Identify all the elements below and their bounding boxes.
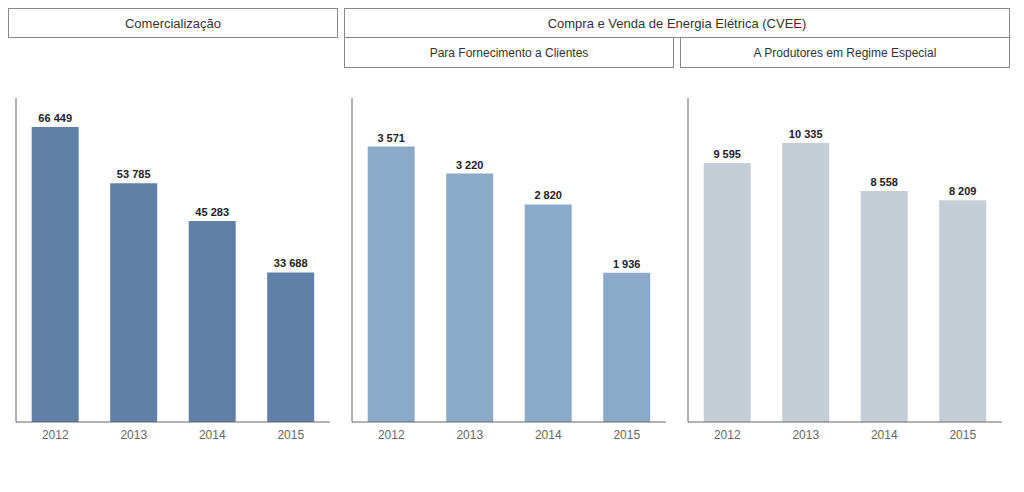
html-text:Compra e Venda de Energia Elét: Compra e Venda de Energia Elétrica (CVEE… [547, 15, 807, 31]
svg-text:2015: 2015 [949, 428, 976, 442]
html-text:Comercialização: Comercialização [125, 15, 221, 31]
svg-text:2012: 2012 [42, 428, 69, 442]
svg-text:3 571: 3 571 [377, 132, 405, 144]
svg-text:66 449: 66 449 [38, 112, 72, 124]
svg-text:53 785: 53 785 [117, 168, 151, 180]
svg-text:2012: 2012 [714, 428, 741, 442]
svg-text:2015: 2015 [277, 428, 304, 442]
html-text:Para Fornecimento a Clientes: Para Fornecimento a Clientes [429, 45, 589, 60]
svg-text:9 595: 9 595 [713, 148, 741, 160]
svg-text:8 558: 8 558 [870, 176, 898, 188]
svg-text:8 209: 8 209 [949, 185, 977, 197]
svg-text:2015: 2015 [613, 428, 640, 442]
svg-text:2014: 2014 [535, 428, 562, 442]
svg-text:1 936: 1 936 [613, 258, 641, 270]
svg-text:2013: 2013 [456, 428, 483, 442]
svg-text:2 820: 2 820 [534, 189, 562, 201]
svg-text:2014: 2014 [199, 428, 226, 442]
svg-text:45 283: 45 283 [195, 206, 229, 218]
svg-text:2013: 2013 [120, 428, 147, 442]
svg-text:33 688: 33 688 [274, 257, 308, 269]
svg-text:2014: 2014 [871, 428, 898, 442]
svg-text:2012: 2012 [378, 428, 405, 442]
svg-text:2013: 2013 [792, 428, 819, 442]
html-text:A Produtores em Regime Especia: A Produtores em Regime Especial [753, 45, 937, 60]
svg-text:10 335: 10 335 [789, 128, 823, 140]
svg-text:3 220: 3 220 [456, 159, 484, 171]
